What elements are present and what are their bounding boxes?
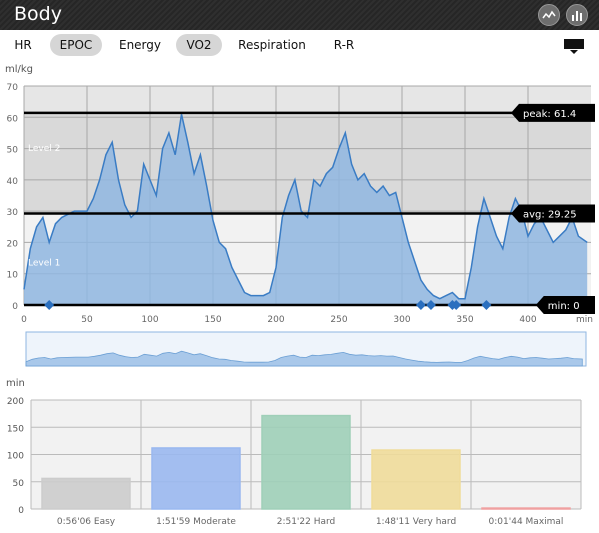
bar-chart-icon[interactable] xyxy=(566,4,588,26)
tab-vo2[interactable]: VO2 xyxy=(176,34,222,56)
peak-line-label: peak: 61.4 xyxy=(523,109,576,120)
y-tick-label: 20 xyxy=(7,239,19,249)
vo2-chart: 0 10 20 30 40 50 60 70 0 50 100 150 200 250 300 350 400 m… xyxy=(7,83,595,325)
bar-y-tick-label: 50 xyxy=(13,479,25,489)
vo2-area xyxy=(24,114,588,305)
bar-y-axis-label: min xyxy=(6,378,25,389)
zone-category-label: 0:01'44 Maximal xyxy=(489,517,564,527)
event-marker xyxy=(481,300,492,310)
y-tick-label: 10 xyxy=(7,271,19,281)
level-2-label: Level 2 xyxy=(28,144,60,154)
zone-bar xyxy=(371,449,461,510)
avg-line-label: avg: 29.25 xyxy=(523,209,577,220)
tab-epoc[interactable]: EPOC xyxy=(50,34,102,56)
vo2-line xyxy=(23,114,588,300)
zone-bar xyxy=(151,447,241,510)
title-bar: Body xyxy=(0,0,599,30)
tab-respiration[interactable]: Respiration xyxy=(238,38,306,52)
tab-hr[interactable]: HR xyxy=(14,38,32,52)
event-marker xyxy=(44,300,55,310)
min-line-badge xyxy=(535,296,595,314)
overview-scrollbar[interactable] xyxy=(0,328,599,376)
level-1-label: Level 1 xyxy=(28,258,60,268)
x-tick-label: 0 xyxy=(21,315,27,325)
min-line-label: min: 0 xyxy=(548,301,580,312)
tab-energy[interactable]: Energy xyxy=(118,38,161,52)
x-tick-label: 50 xyxy=(81,315,93,325)
y-tick-label: 40 xyxy=(7,177,19,187)
zone-bar xyxy=(261,414,351,510)
window-title: Body xyxy=(14,3,62,25)
zone-category-label: 1:48'11 Very hard xyxy=(376,517,456,527)
x-tick-label: 350 xyxy=(456,315,473,325)
event-marker xyxy=(415,300,426,310)
zones-bar-chart: 0 50 100 150 200 0:56'06 Easy 1:51'59 Moderate… xyxy=(7,397,582,527)
bar-y-tick-label: 100 xyxy=(7,452,24,462)
tab-r-r[interactable]: R-R xyxy=(333,38,355,52)
y-tick-label: 0 xyxy=(12,302,18,312)
x-tick-label: 150 xyxy=(204,315,221,325)
avg-line-badge xyxy=(511,204,595,223)
bar-y-tick-label: 200 xyxy=(7,397,24,407)
zone-category-label: 1:51'59 Moderate xyxy=(156,517,236,527)
metric-tabs: HR EPOC Energy VO2 Respiration R-R xyxy=(0,30,599,60)
zone-category-label: 0:56'06 Easy xyxy=(57,517,116,527)
bar-y-tick-label: 0 xyxy=(18,506,24,516)
display-menu-icon[interactable] xyxy=(564,39,584,55)
zone-bar xyxy=(481,507,571,510)
x-tick-label: 100 xyxy=(141,315,158,325)
event-marker xyxy=(451,300,462,310)
event-marker xyxy=(425,300,436,310)
y-tick-label: 70 xyxy=(7,83,19,93)
upper-band xyxy=(24,86,591,113)
y-tick-label: 50 xyxy=(7,146,19,156)
y-tick-label: 60 xyxy=(7,114,19,124)
bar-y-tick-label: 150 xyxy=(7,424,24,434)
x-tick-label: 200 xyxy=(267,315,284,325)
y-tick-label: 30 xyxy=(7,208,19,218)
x-tick-label: 300 xyxy=(393,315,410,325)
vo2-y-axis-label: ml/kg xyxy=(5,64,34,75)
x-tick-label: 250 xyxy=(330,315,347,325)
x-tick-label: 400 xyxy=(519,315,536,325)
overview-area xyxy=(25,350,583,367)
zone-category-label: 2:51'22 Hard xyxy=(277,517,336,527)
zone-bar xyxy=(41,477,131,510)
x-axis-label: min xyxy=(576,315,593,325)
peak-line-badge xyxy=(511,103,595,122)
line-chart-icon[interactable] xyxy=(538,4,560,26)
